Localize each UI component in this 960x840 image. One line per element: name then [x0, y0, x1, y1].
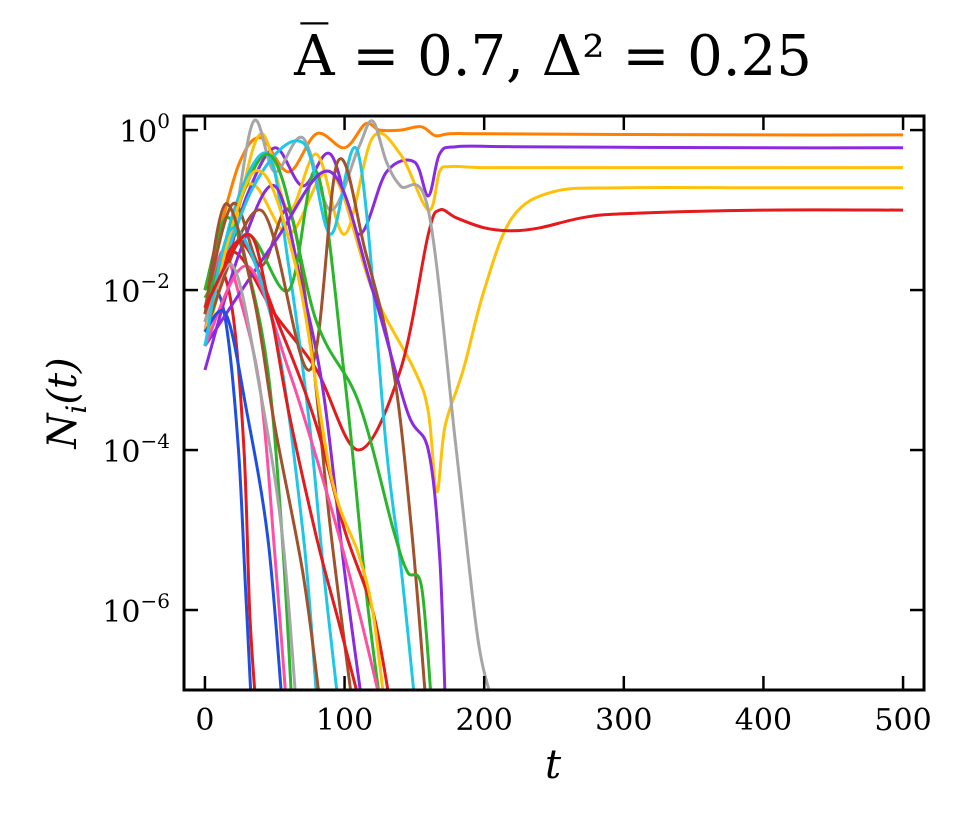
series-line-16: [203, 152, 433, 690]
plot-frame: [182, 114, 926, 692]
y-axis-label: Ni(t): [40, 357, 93, 449]
y-tick-label: 100: [119, 109, 170, 150]
ticks-layer: 0 100 200 300 400 500 100 10−2 10−4 10−6: [102, 109, 931, 738]
series-line-20: [203, 169, 385, 690]
x-tick-label: 400: [735, 703, 792, 738]
series-line-1: [203, 144, 904, 333]
x-tick-label: 500: [874, 703, 931, 738]
series-line-17: [203, 169, 447, 690]
x-axis-label: t: [545, 742, 562, 788]
series-line-12: [203, 183, 362, 690]
series-line-22: [203, 262, 297, 690]
x-tick-label: 0: [195, 703, 214, 738]
series-line-24: [203, 202, 320, 690]
y-tick-label: 10−6: [102, 589, 170, 630]
series-line-18: [203, 264, 380, 690]
x-tick-label: 200: [456, 703, 513, 738]
y-tick-label: 10−4: [102, 429, 170, 470]
series-line-25: [203, 232, 359, 690]
series-line-4: [203, 208, 904, 452]
series-layer: [203, 118, 904, 690]
series-line-5: [203, 118, 491, 690]
series-line-15: [203, 157, 427, 690]
x-tick-label: 100: [316, 703, 373, 738]
series-line-2: [203, 131, 904, 347]
x-tick-label: 300: [595, 703, 652, 738]
chart-title: A̅ = 0.7, Δ² = 0.25: [293, 22, 812, 89]
series-line-21: [203, 309, 283, 690]
y-tick-label: 10−2: [102, 269, 170, 310]
